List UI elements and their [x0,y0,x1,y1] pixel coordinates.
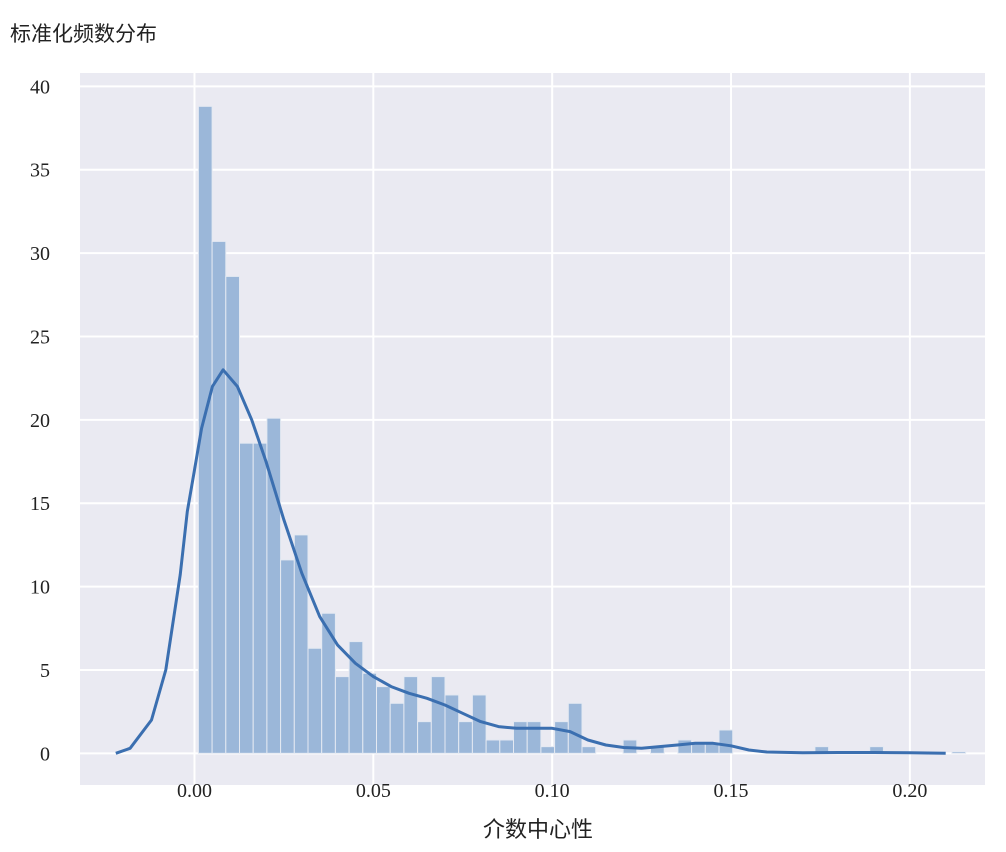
x-axis-label: 介数中心性 [482,818,593,843]
y-tick-label: 0 [40,743,50,765]
histogram-bar [417,721,432,754]
histogram-bar [362,672,378,754]
histogram-bar [485,739,501,754]
histogram-bar [444,694,460,754]
histogram-bar [211,240,227,754]
y-tick-label: 35 [30,160,50,182]
y-tick-label: 20 [30,410,50,432]
histogram-bar [252,442,268,754]
y-tick-label: 25 [30,326,50,348]
histogram-bar [307,647,323,754]
histogram-bar [540,746,556,754]
histogram-bar [513,721,528,754]
x-tick-label: 0.20 [892,780,927,802]
x-tick-label: 0.05 [356,780,391,802]
histogram-bar [499,739,515,754]
histogram-bar [718,729,734,754]
kde-line [115,368,946,755]
histogram-bar [239,442,254,754]
histogram-bar [471,694,487,754]
histogram-bar [581,746,597,754]
histogram-bar [389,702,405,754]
histogram-bar [403,676,419,754]
histogram-bar [951,751,967,754]
histogram-bar [430,676,446,754]
histogram-bar [376,686,391,754]
x-tick-label: 0.00 [177,780,212,802]
histogram-bar [458,721,473,754]
histogram-bar [526,721,542,754]
x-tick-label: 0.15 [714,780,749,802]
y-tick-label: 40 [30,76,50,98]
histogram-bar [554,721,569,754]
histogram-bar [225,275,241,754]
histogram-bar [334,676,350,754]
histogram-bar [677,739,693,754]
histogram-bar [293,534,309,754]
y-axis-label: 标准化频数分布 [10,22,157,46]
y-tick-label: 5 [40,660,50,682]
y-tick-label: 15 [30,493,50,515]
y-tick-label: 30 [30,243,50,265]
histogram-bar [280,559,295,754]
histogram-bar [321,612,336,754]
x-tick-label: 0.10 [535,780,570,802]
histogram-bar [567,702,583,754]
y-tick-label: 10 [30,577,50,599]
